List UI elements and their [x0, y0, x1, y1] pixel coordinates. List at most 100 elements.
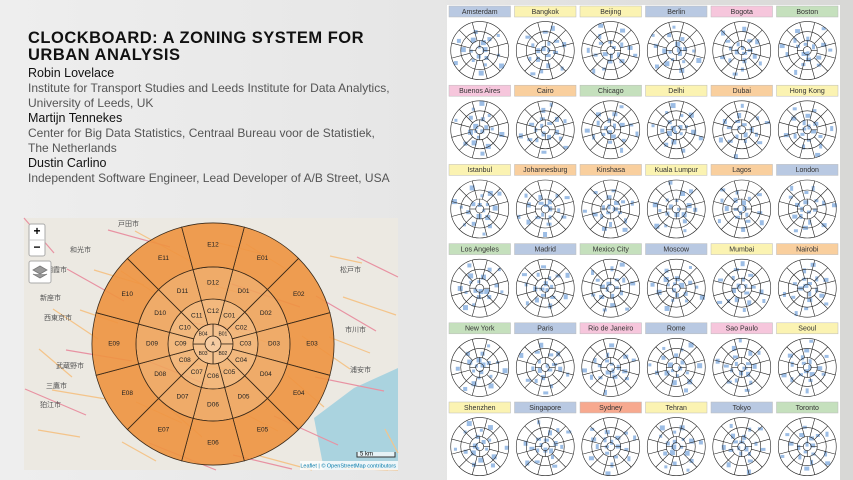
zone-spoke: [459, 188, 473, 203]
builtup: [650, 282, 655, 287]
zoom-out[interactable]: −: [33, 240, 40, 254]
zone-spoke: [620, 211, 639, 217]
builtup: [815, 287, 819, 293]
builtup: [469, 185, 475, 191]
city-name: Boston: [796, 9, 818, 16]
place-label: 市川市: [345, 325, 366, 334]
place-label: 西東京市: [44, 313, 72, 322]
builtup: [500, 290, 504, 294]
zone-spoke: [552, 136, 566, 151]
builtup: [557, 208, 561, 213]
zone-spoke: [713, 359, 733, 366]
zone-spoke: [620, 42, 639, 49]
zone-spoke: [620, 438, 639, 445]
zone-spoke: [459, 453, 473, 468]
zone-spoke: [590, 215, 604, 230]
builtup: [536, 56, 541, 62]
builtup: [791, 116, 797, 121]
zone-spoke: [471, 297, 478, 317]
builtup: [485, 215, 491, 221]
builtup: [737, 113, 742, 119]
zone-spoke: [814, 267, 828, 282]
builtup: [606, 195, 612, 200]
builtup: [462, 305, 468, 311]
author-name: Dustin Carlino: [28, 156, 107, 170]
builtup: [487, 37, 492, 42]
builtup: [728, 58, 732, 63]
builtup: [747, 451, 751, 456]
zone-spoke: [814, 57, 828, 72]
zone-spoke: [721, 109, 735, 123]
zone-ring: [525, 427, 565, 466]
builtup: [723, 364, 729, 368]
zone-spoke: [486, 188, 501, 203]
city-header: [645, 401, 708, 414]
builtup: [471, 221, 476, 226]
zone-spoke: [617, 188, 632, 203]
builtup: [539, 443, 543, 448]
zone-spoke: [620, 132, 639, 138]
zone-spoke: [590, 425, 604, 440]
builtup: [613, 455, 618, 459]
attribution[interactable]: Leaflet | © OpenStreetMap contributors: [300, 462, 396, 469]
zone-spoke: [489, 42, 508, 49]
builtup: [547, 48, 551, 53]
builtup: [648, 363, 652, 367]
zone-spoke: [748, 136, 763, 151]
zone-spoke: [799, 139, 805, 158]
zone-spoke: [779, 448, 798, 455]
zone-spoke: [683, 346, 697, 361]
zone-ring: [656, 268, 696, 308]
zone-spoke: [554, 52, 574, 59]
builtup: [614, 201, 620, 206]
builtup: [801, 51, 807, 56]
builtup: [541, 131, 546, 137]
builtup: [479, 100, 485, 106]
builtup: [480, 274, 486, 280]
builtup: [810, 262, 816, 267]
builtup: [604, 430, 610, 435]
builtup: [685, 371, 689, 375]
zone-spoke: [685, 359, 705, 366]
zone-spoke: [486, 295, 501, 309]
builtup: [757, 350, 761, 355]
builtup: [471, 140, 477, 146]
builtup: [745, 219, 751, 223]
zone-spoke: [648, 42, 667, 49]
zone-spoke: [617, 109, 632, 123]
builtup: [810, 443, 816, 448]
builtup: [662, 346, 666, 350]
builtup: [733, 207, 739, 211]
zone-spoke: [602, 456, 609, 475]
builtup: [607, 117, 611, 123]
builtup: [673, 282, 677, 286]
builtup: [603, 437, 607, 443]
zone-spoke: [668, 339, 674, 358]
builtup: [670, 103, 676, 109]
builtup: [726, 462, 731, 468]
city-name: Hong Kong: [790, 88, 825, 95]
builtup: [740, 261, 745, 267]
builtup: [821, 372, 826, 376]
builtup: [487, 267, 492, 272]
zone[interactable]: [181, 222, 245, 271]
zone-spoke: [554, 369, 574, 376]
zone-spoke: [655, 215, 670, 230]
builtup: [681, 148, 686, 153]
zone-spoke: [678, 139, 685, 158]
zone-spoke: [486, 425, 501, 440]
zone-spoke: [655, 425, 670, 440]
zone-spoke: [552, 453, 566, 468]
zone-spoke: [537, 180, 543, 200]
zone-spoke: [799, 297, 805, 317]
zone-label: D12: [207, 280, 219, 287]
zoom-in[interactable]: +: [33, 224, 40, 238]
attribution-bg: [300, 461, 398, 470]
builtup: [684, 388, 689, 393]
builtup: [482, 209, 486, 213]
zone-spoke: [582, 122, 602, 128]
builtup: [729, 423, 733, 428]
zone-spoke: [816, 211, 836, 217]
zone-spoke: [459, 136, 473, 151]
title: CLOCKBOARD: A ZONING SYSTEM FOR URBAN AN…: [28, 29, 365, 64]
